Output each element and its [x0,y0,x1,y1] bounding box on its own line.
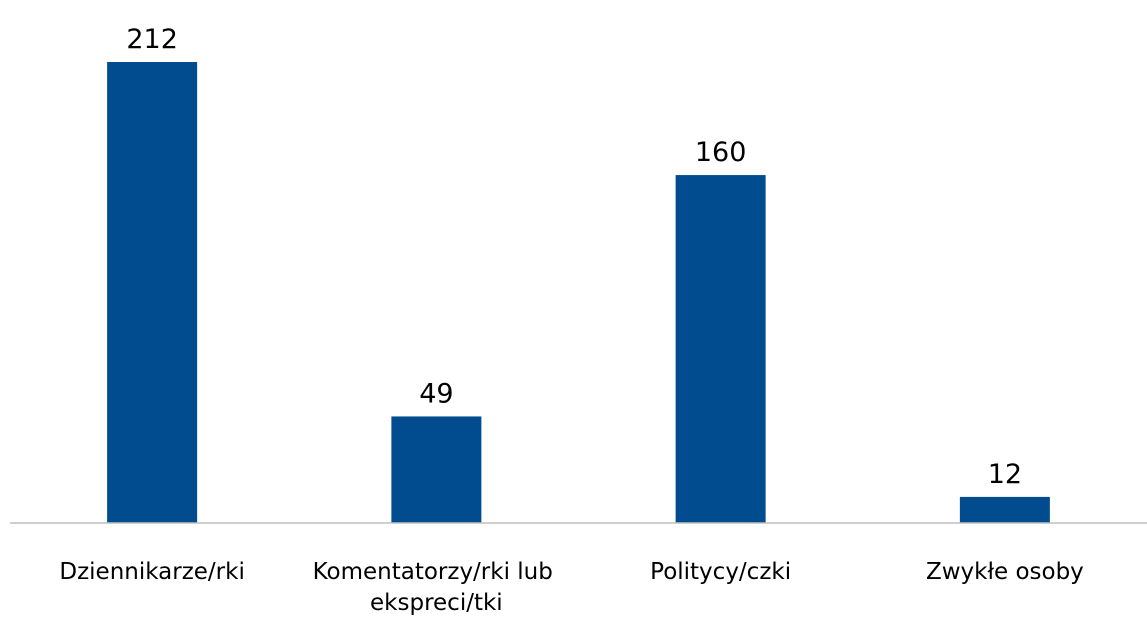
bar [959,496,1050,523]
value-label: 160 [695,137,747,168]
bar [391,416,482,523]
bar [107,62,198,523]
x-tick-label: Zwykłe osoby [926,559,1084,585]
value-label: 212 [126,24,178,55]
x-tick-label: Politycy/czki [650,559,791,585]
bar [675,175,766,523]
value-label: 12 [988,459,1022,490]
value-label: 49 [419,378,453,409]
x-tick-label: Komentatorzy/rki lub ekspreci/tki [313,559,561,616]
x-tick-label: Dziennikarze/rki [59,559,244,585]
